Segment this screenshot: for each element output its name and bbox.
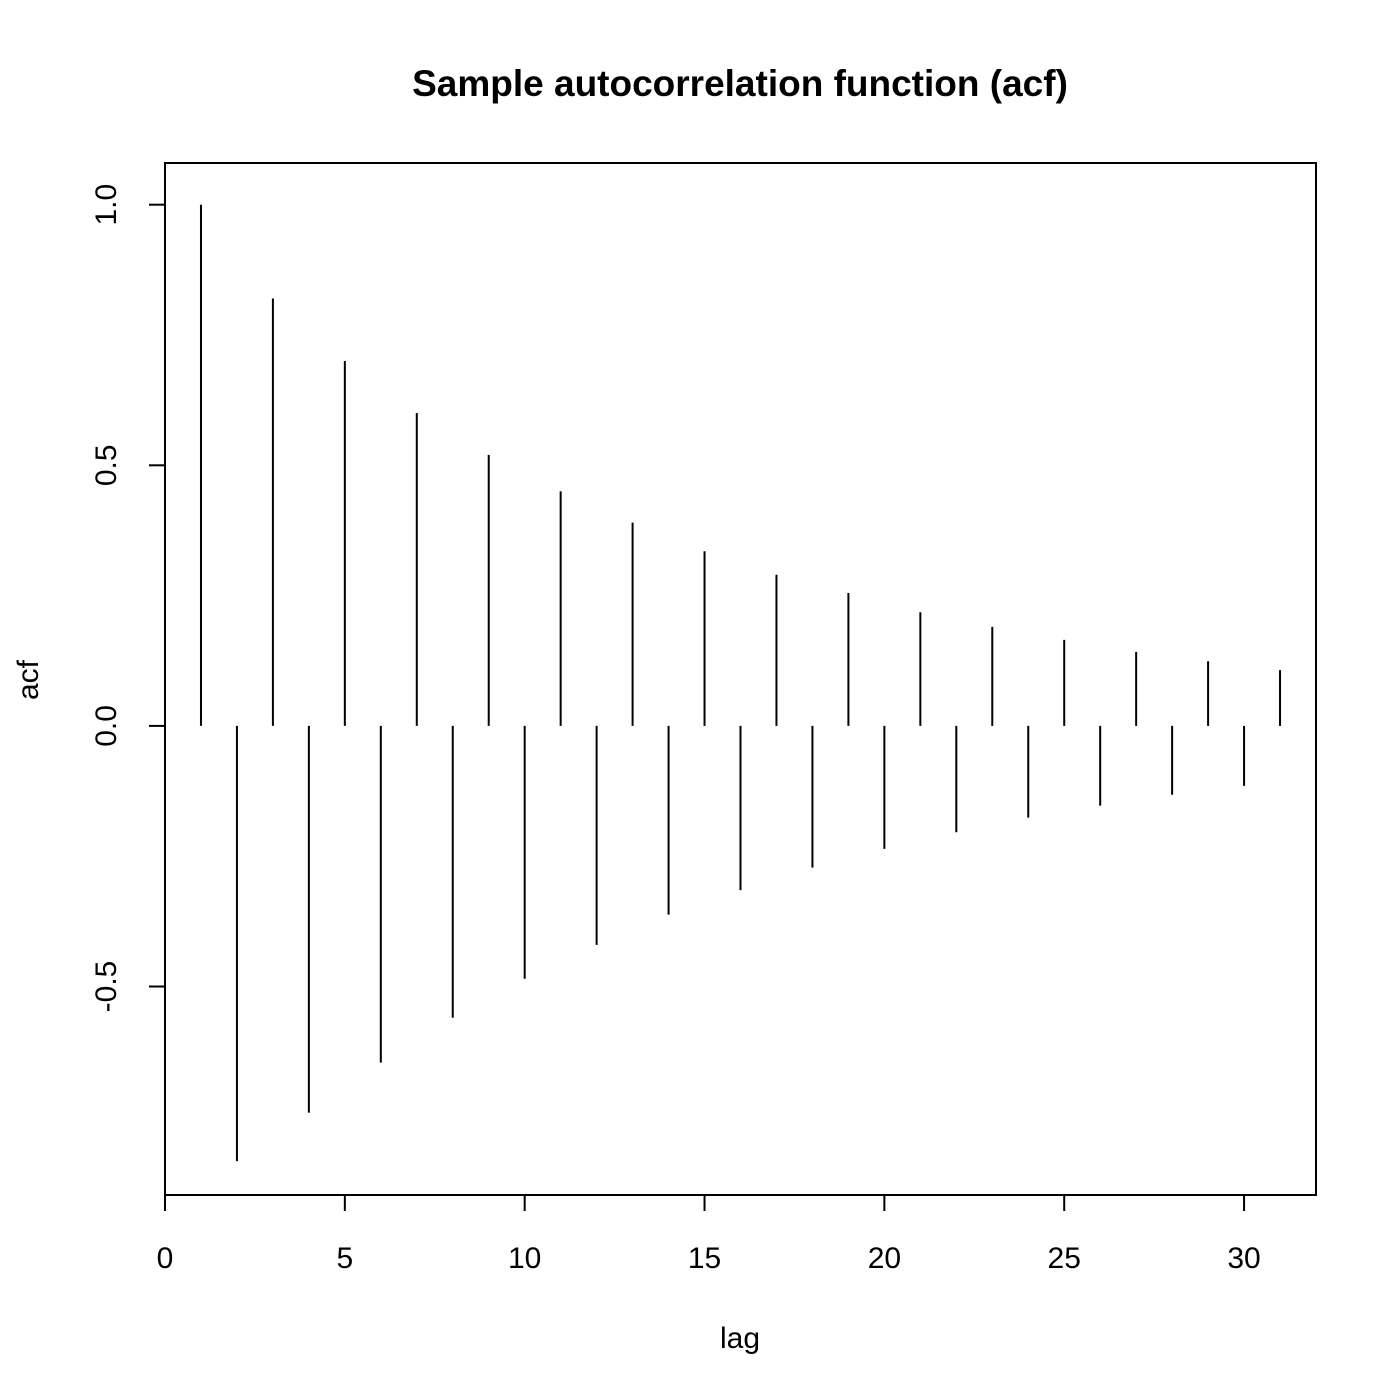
x-tick-label-15: 15	[688, 1242, 721, 1275]
x-tick-label-25: 25	[1048, 1242, 1081, 1275]
y-tick-label-0: 0.0	[90, 705, 123, 747]
x-tick-label-20: 20	[868, 1242, 901, 1275]
y-tick-label-1: 1.0	[90, 184, 123, 226]
chart-title: Sample autocorrelation function (acf)	[412, 63, 1068, 104]
plot-frame	[164, 162, 1317, 1196]
x-axis: 0 5 10 15 20 25 30	[157, 1194, 1261, 1275]
y-axis: -0.5 0.0 0.5 1.0	[90, 184, 166, 1013]
x-tick-label-10: 10	[508, 1242, 541, 1275]
x-tick-label-30: 30	[1227, 1242, 1260, 1275]
y-tick-label-m0_5: -0.5	[90, 961, 123, 1013]
y-tick-label-0_5: 0.5	[90, 444, 123, 486]
x-tick-label-0: 0	[157, 1242, 174, 1275]
x-tick-label-5: 5	[337, 1242, 354, 1275]
x-axis-label: lag	[720, 1322, 760, 1355]
acf-spikes	[199, 204, 1282, 1162]
y-axis-label: acf	[12, 659, 45, 700]
